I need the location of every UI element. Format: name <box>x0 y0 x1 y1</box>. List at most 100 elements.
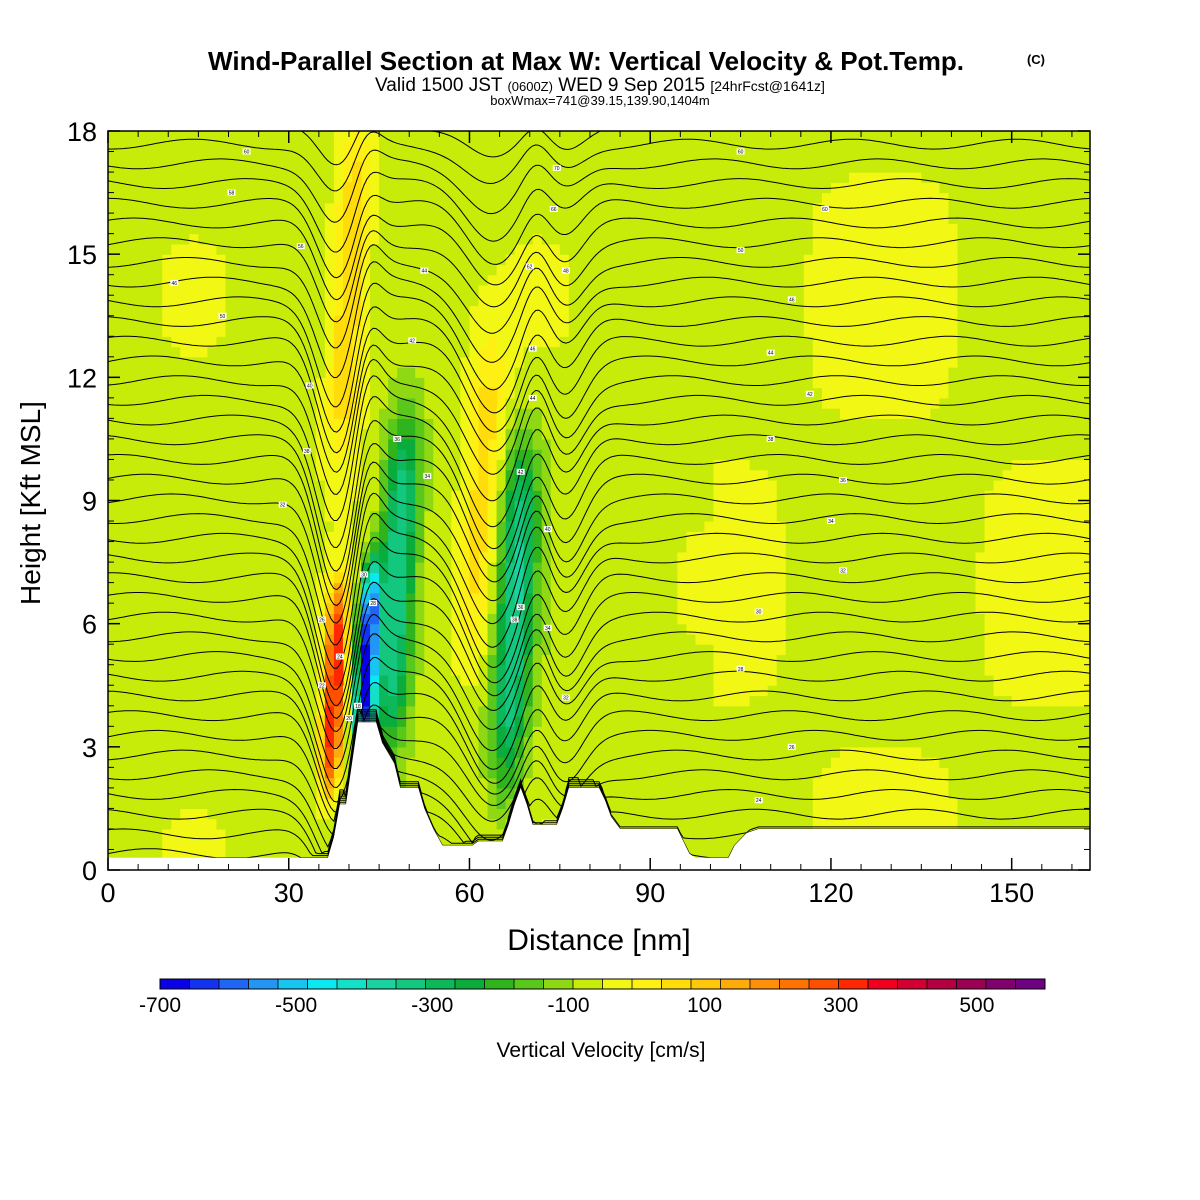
velocity-cell <box>216 479 227 491</box>
velocity-cell <box>288 356 299 368</box>
velocity-cell <box>496 685 507 697</box>
velocity-cell <box>614 264 624 276</box>
velocity-cell <box>406 705 416 717</box>
velocity-cell <box>731 757 742 768</box>
velocity-cell <box>641 633 651 645</box>
velocity-cell <box>677 572 687 584</box>
velocity-cell <box>496 521 507 532</box>
velocity-cell <box>297 243 308 255</box>
velocity-cell <box>659 736 669 748</box>
velocity-cell <box>126 644 136 656</box>
velocity-cell <box>577 305 588 317</box>
velocity-cell <box>252 254 263 266</box>
velocity-cell <box>586 644 597 656</box>
velocity-cell <box>207 849 218 861</box>
velocity-cell <box>243 613 254 625</box>
velocity-cell <box>595 490 606 502</box>
velocity-cell <box>252 418 263 430</box>
velocity-cell <box>198 521 209 532</box>
velocity-cell <box>270 428 281 440</box>
velocity-cell <box>695 131 706 142</box>
velocity-cell <box>668 295 678 307</box>
velocity-cell <box>162 213 172 224</box>
velocity-cell <box>135 151 145 163</box>
velocity-cell <box>234 274 245 286</box>
velocity-cell <box>559 141 570 153</box>
velocity-cell <box>731 141 742 153</box>
velocity-cell <box>198 264 209 276</box>
velocity-cell <box>559 777 570 789</box>
velocity-cell <box>379 326 389 337</box>
velocity-cell <box>225 705 236 717</box>
velocity-cell <box>677 182 687 194</box>
velocity-cell <box>650 757 660 768</box>
velocity-cell <box>225 685 236 697</box>
velocity-cell <box>677 541 687 553</box>
velocity-cell <box>370 705 380 717</box>
velocity-cell <box>623 408 633 419</box>
velocity-cell <box>650 264 660 276</box>
velocity-cell <box>442 777 452 789</box>
velocity-cell <box>243 746 254 758</box>
velocity-cell <box>162 644 172 656</box>
velocity-cell <box>180 551 190 563</box>
velocity-cell <box>641 161 651 173</box>
velocity-cell <box>586 521 597 532</box>
velocity-cell <box>632 695 642 707</box>
velocity-cell <box>505 356 516 368</box>
velocity-cell <box>397 336 407 348</box>
velocity-cell <box>632 428 642 440</box>
velocity-cell <box>695 172 706 183</box>
velocity-cell <box>623 603 633 614</box>
velocity-cell <box>288 305 299 317</box>
velocity-cell <box>704 685 715 697</box>
velocity-cell <box>605 469 615 481</box>
velocity-cell <box>306 469 317 481</box>
velocity-cell <box>541 787 552 799</box>
velocity-cell <box>568 172 579 183</box>
velocity-cell <box>207 131 218 142</box>
velocity-cell <box>370 243 380 255</box>
velocity-cell <box>677 644 687 656</box>
velocity-cell <box>623 161 633 173</box>
velocity-cell <box>650 387 660 399</box>
velocity-cell <box>171 202 181 214</box>
velocity-cell <box>216 428 227 440</box>
velocity-cell <box>324 469 335 481</box>
velocity-cell <box>695 664 706 676</box>
velocity-cell <box>207 531 218 543</box>
velocity-cell <box>713 469 724 481</box>
velocity-cell <box>433 438 443 450</box>
velocity-cell <box>541 243 552 255</box>
valid-line: Valid 1500 JST (0600Z) WED 9 Sep 2015 [2… <box>375 75 825 96</box>
velocity-cell <box>351 172 362 183</box>
velocity-cell <box>306 264 317 276</box>
velocity-cell <box>252 849 263 861</box>
velocity-cell <box>424 613 434 625</box>
velocity-cell <box>469 644 480 656</box>
velocity-cell <box>686 705 696 717</box>
velocity-cell <box>695 387 706 399</box>
velocity-cell <box>487 685 498 697</box>
velocity-cell <box>695 459 706 471</box>
velocity-cell <box>207 367 218 378</box>
velocity-cell <box>442 161 452 173</box>
velocity-cell <box>650 490 660 502</box>
velocity-cell <box>297 787 308 799</box>
velocity-cell <box>153 757 163 768</box>
velocity-cell <box>144 479 154 491</box>
velocity-cell <box>532 695 543 707</box>
velocity-cell <box>424 685 434 697</box>
velocity-cell <box>415 726 425 738</box>
velocity-cell <box>559 284 570 296</box>
velocity-cell <box>451 479 462 491</box>
velocity-cell <box>586 182 597 194</box>
velocity-cell <box>162 295 172 307</box>
velocity-cell <box>370 674 380 686</box>
velocity-cell <box>153 141 163 153</box>
velocity-cell <box>695 346 706 358</box>
velocity-cell <box>234 192 245 204</box>
velocity-cell <box>713 562 724 573</box>
velocity-cell <box>451 192 462 204</box>
velocity-cell <box>207 521 218 532</box>
